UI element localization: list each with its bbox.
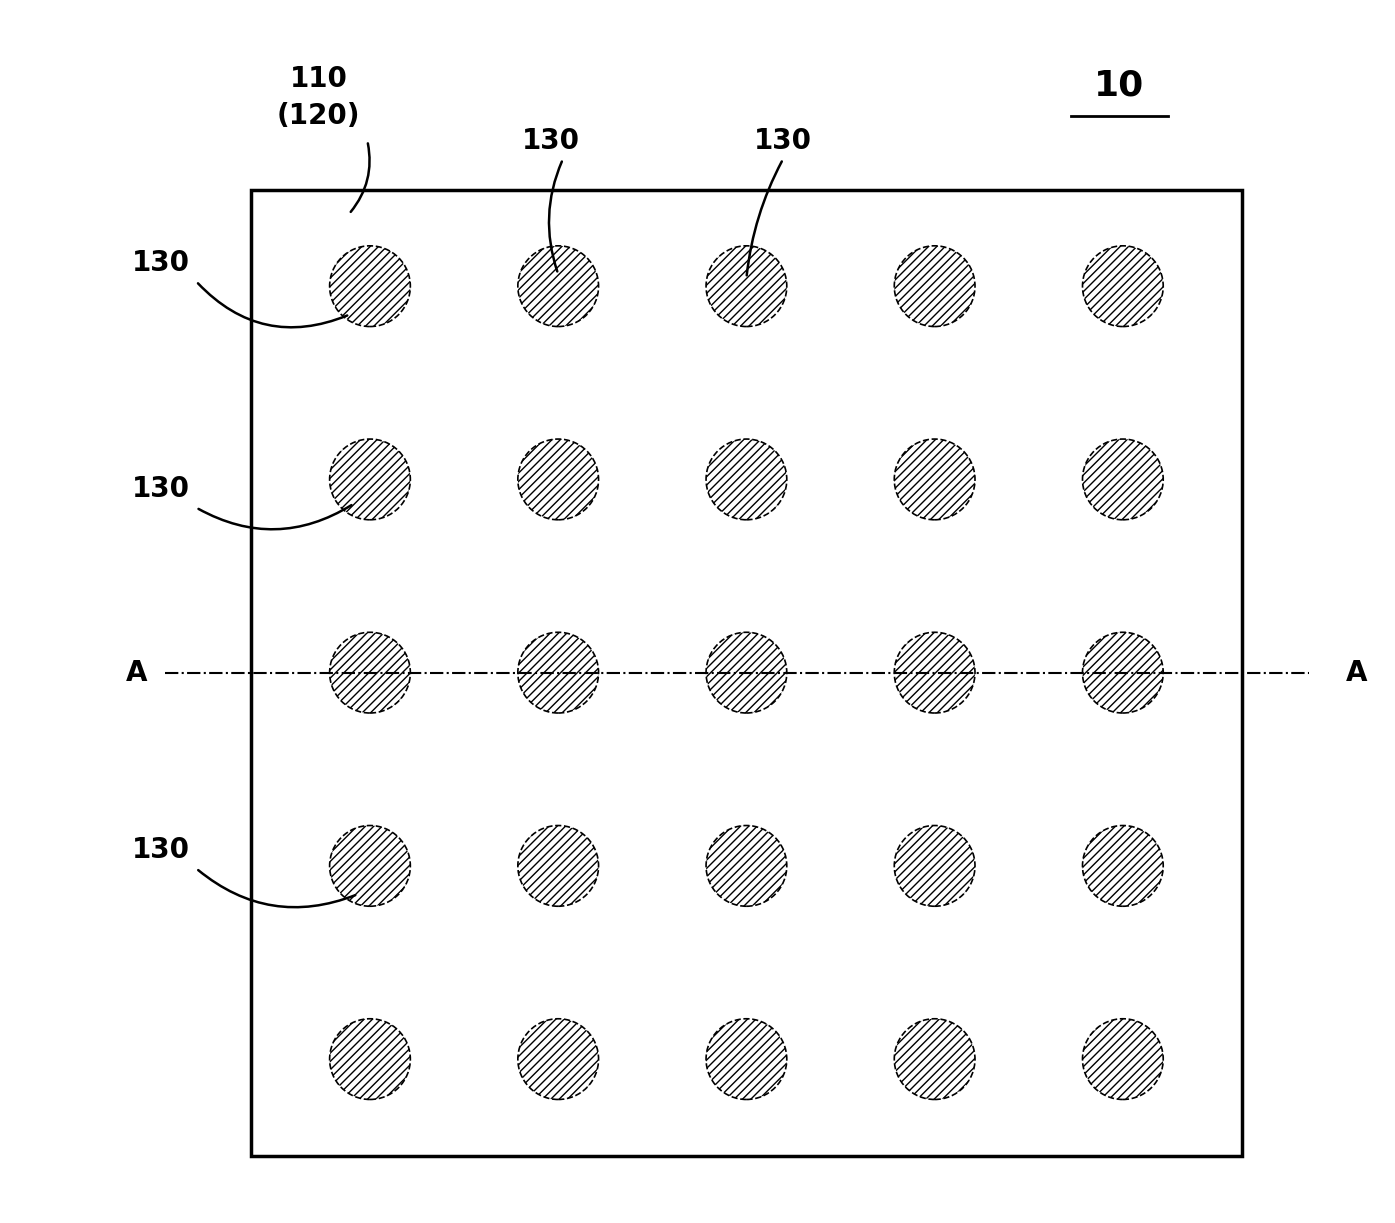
Text: 130: 130 bbox=[755, 127, 812, 154]
Circle shape bbox=[706, 246, 787, 327]
Circle shape bbox=[329, 246, 410, 327]
Circle shape bbox=[706, 1019, 787, 1099]
Text: 10: 10 bbox=[1094, 68, 1144, 103]
Circle shape bbox=[894, 439, 975, 520]
Text: (120): (120) bbox=[276, 103, 360, 130]
Circle shape bbox=[894, 246, 975, 327]
Text: A: A bbox=[126, 659, 146, 686]
Circle shape bbox=[706, 826, 787, 906]
Circle shape bbox=[329, 632, 410, 713]
Circle shape bbox=[518, 632, 598, 713]
Circle shape bbox=[706, 632, 787, 713]
Text: 130: 130 bbox=[522, 127, 580, 154]
Text: A: A bbox=[1346, 659, 1367, 686]
Circle shape bbox=[518, 1019, 598, 1099]
Circle shape bbox=[706, 439, 787, 520]
Bar bbox=[251, 190, 1242, 1156]
Circle shape bbox=[518, 826, 598, 906]
Circle shape bbox=[329, 1019, 410, 1099]
Circle shape bbox=[1083, 632, 1163, 713]
Circle shape bbox=[1083, 439, 1163, 520]
Text: 110: 110 bbox=[289, 66, 347, 93]
Text: 130: 130 bbox=[133, 249, 190, 276]
Circle shape bbox=[894, 826, 975, 906]
Circle shape bbox=[1083, 246, 1163, 327]
Text: 130: 130 bbox=[133, 837, 190, 863]
Circle shape bbox=[894, 1019, 975, 1099]
Circle shape bbox=[1083, 1019, 1163, 1099]
Circle shape bbox=[894, 632, 975, 713]
Circle shape bbox=[1083, 826, 1163, 906]
Circle shape bbox=[329, 439, 410, 520]
Circle shape bbox=[518, 439, 598, 520]
Text: 130: 130 bbox=[133, 476, 190, 503]
Circle shape bbox=[518, 246, 598, 327]
Circle shape bbox=[329, 826, 410, 906]
